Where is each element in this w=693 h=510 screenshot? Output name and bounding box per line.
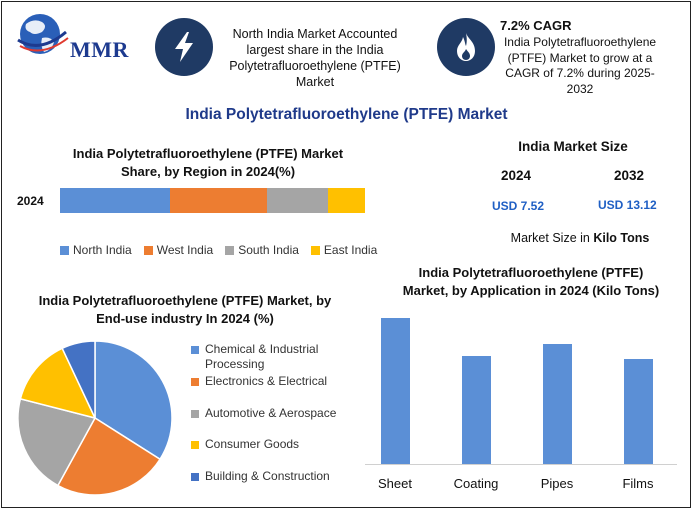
pie-legend-item-chemical-and-industrial-processing: Chemical & Industrial Processing <box>191 342 351 372</box>
logo-text: MMR <box>70 37 129 62</box>
region-stacked-bar <box>60 188 365 213</box>
legend-label: Building & Construction <box>205 469 330 483</box>
pie-slice-consumer-goods <box>19 347 97 420</box>
unit-note-prefix: Market Size in <box>510 231 594 245</box>
north-india-share-text: North India Market Accounted largest sha… <box>229 27 401 89</box>
market-size-year-2032: 2032 <box>614 168 645 183</box>
legend-item-east-india: East India <box>310 243 378 257</box>
app-bar-films <box>623 358 653 464</box>
legend-swatch <box>225 245 235 255</box>
market-size-value-2024: USD 7.52 <box>492 199 545 213</box>
unit-note-bold: Kilo Tons <box>593 231 650 245</box>
globe-icon <box>17 14 69 54</box>
enduse-chart-title: India Polytetrafluoroethylene (PTFE) Mar… <box>38 293 332 326</box>
pie-legend-item-building-and-construction: Building & Construction <box>191 469 351 484</box>
bar-segment-north-india <box>60 188 170 213</box>
cagr-text: India Polytetrafluoroethylene (PTFE) Mar… <box>503 35 657 96</box>
region-legend: North India West India South India East Ind… <box>60 243 389 257</box>
legend-swatch <box>191 410 199 418</box>
legend-item-north-india: North India <box>60 243 132 257</box>
mmr-logo: MMR <box>12 10 142 62</box>
legend-label: North India <box>73 243 132 257</box>
legend-label: South India <box>238 243 299 257</box>
app-tick-label-sheet: Sheet <box>378 476 412 491</box>
legend-item-west-india: West India <box>143 243 214 257</box>
legend-swatch <box>310 245 320 255</box>
legend-swatch <box>191 441 199 449</box>
pie-slice-electronics-and-electrical <box>56 416 162 496</box>
legend-label: East India <box>323 243 378 257</box>
legend-label: Electronics & Electrical <box>205 374 328 388</box>
bar-segment-west-india <box>169 188 268 213</box>
app-tick-label-films: Films <box>622 476 654 491</box>
market-size-year-2024: 2024 <box>501 168 532 183</box>
app-tick-label-pipes: Pipes <box>540 476 574 491</box>
pie-legend-item-consumer-goods: Consumer Goods <box>191 437 351 452</box>
cagr-title: 7.2% CAGR <box>500 18 572 33</box>
market-size-title: India Market Size <box>518 139 628 154</box>
region-bar-category: 2024 <box>17 194 44 208</box>
legend-swatch <box>143 245 153 255</box>
legend-swatch <box>191 473 199 481</box>
lightning-icon <box>155 18 213 76</box>
app-bar-pipes <box>542 344 572 464</box>
app-tick-label-coating: Coating <box>453 476 499 491</box>
legend-label: Automotive & Aerospace <box>205 406 337 420</box>
app-bar-sheet <box>380 318 410 464</box>
application-x-axis <box>365 464 677 465</box>
legend-item-south-india: South India <box>225 243 299 257</box>
market-size-value-2032: USD 13.12 <box>598 198 657 212</box>
pie-legend-item-automotive-and-aerospace: Automotive & Aerospace <box>191 406 351 421</box>
pie-slice-automotive-and-aerospace <box>17 397 97 487</box>
enduse-pie-chart <box>17 340 173 496</box>
pie-legend-item-electronics-and-electrical: Electronics & Electrical <box>191 374 351 389</box>
legend-swatch <box>60 245 69 255</box>
flame-icon <box>437 18 495 76</box>
legend-label: West India <box>156 243 214 257</box>
bar-segment-east-india <box>328 188 365 213</box>
application-chart-title: India Polytetrafluoroethylene (PTFE) Mar… <box>402 265 660 298</box>
legend-label: Chemical & Industrial Processing <box>205 342 319 371</box>
main-title: India Polytetrafluoroethylene (PTFE) Mar… <box>185 106 508 123</box>
region-chart-title: India Polytetrafluoroethylene (PTFE) Mar… <box>72 146 344 179</box>
legend-swatch <box>191 346 199 354</box>
bar-segment-south-india <box>267 188 329 213</box>
app-bar-coating <box>461 355 491 464</box>
legend-swatch <box>191 378 199 386</box>
market-size-unit-note: Market Size in Kilo Tons <box>480 231 680 245</box>
legend-label: Consumer Goods <box>205 437 300 451</box>
pie-slice-building-and-construction <box>61 340 96 419</box>
